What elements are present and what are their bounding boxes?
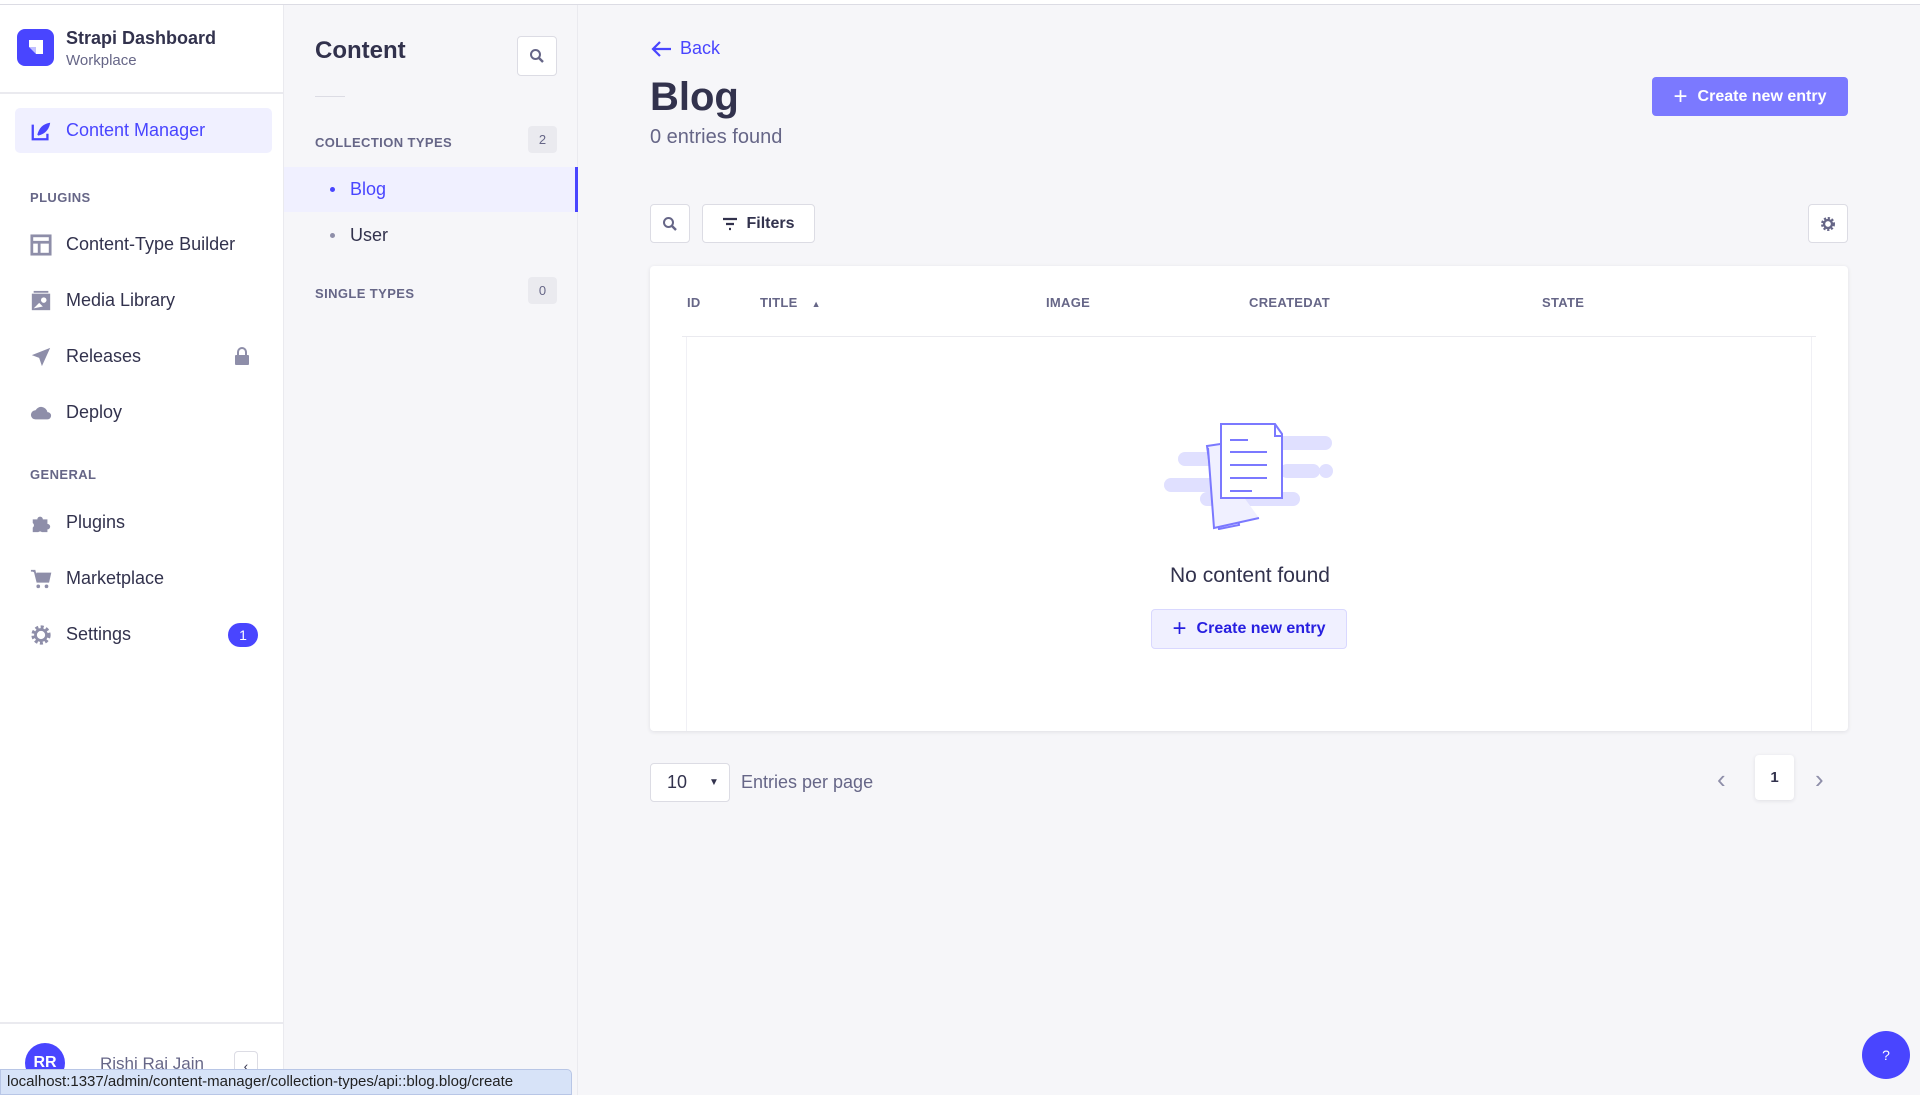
help-button[interactable]: ? [1862,1031,1910,1079]
arrow-left-icon [651,40,671,57]
app-title: Strapi Dashboard [66,28,217,48]
button-label: Create new entry [1196,620,1326,637]
nav-item-content-type-builder[interactable]: Content-Type Builder [15,222,272,267]
gear-icon [1821,216,1835,231]
divider [315,96,345,97]
collection-count: 2 [528,126,557,153]
panel-title: Content [315,37,406,64]
filters-button[interactable]: Filters [702,204,815,243]
nav-item-settings[interactable]: Settings 1 [15,612,272,657]
header-divider [682,336,1816,337]
column-header-image[interactable]: IMAGE [1046,295,1091,310]
collection-item-user[interactable]: User [284,213,578,258]
nav-item-label: Plugins [66,512,126,532]
cloud-icon [30,406,52,419]
empty-state [686,337,1812,731]
plus-icon: + [1673,82,1688,110]
column-header-id[interactable]: ID [687,295,701,310]
table-search-button[interactable] [650,204,690,243]
nav-item-deploy[interactable]: Deploy [15,390,272,435]
create-new-entry-button[interactable]: + Create new entry [1652,77,1848,116]
view-settings-button[interactable] [1808,204,1848,243]
nav-item-label: Content-Type Builder [66,234,236,254]
cart-icon [30,569,52,588]
button-label: Create new entry [1697,87,1827,105]
search-button[interactable] [517,36,557,76]
collection-item-blog[interactable]: Blog [284,167,578,212]
strapi-logo [17,29,54,66]
back-link[interactable]: Back [650,38,720,59]
back-label: Back [680,38,721,58]
column-header-createdat[interactable]: CREATEDAT [1249,295,1330,310]
bullet [330,187,335,192]
link-status-bar: localhost:1337/admin/content-manager/col… [0,1069,572,1095]
nav-item-label: Media Library [66,290,176,310]
divider [0,1022,284,1024]
column-header-state[interactable]: STATE [1542,295,1585,310]
lock-icon [235,347,249,365]
page-1-button[interactable]: 1 [1755,755,1794,800]
nav-item-marketplace[interactable]: Marketplace [15,556,272,601]
caret-down-icon: ▼ [709,777,719,788]
page-size-value: 10 [667,772,688,792]
single-types-heading: SINGLE TYPES [315,286,415,301]
empty-message: No content found [1170,564,1330,587]
top-border [0,0,1920,5]
entries-count: 0 entries found [650,126,783,148]
chevron-left-icon: ‹ [243,1058,249,1074]
column-header-title[interactable]: TITLE ▲ [760,295,821,310]
app-subtitle: Workplace [66,52,137,69]
button-label: Filters [746,214,795,232]
paper-plane-icon [31,347,51,366]
gear-icon [31,624,51,645]
nav-item-media-library[interactable]: Media Library [15,278,272,323]
nav-item-plugins[interactable]: Plugins [15,500,272,545]
nav-item-label: Settings [66,624,132,644]
item-label: Blog [350,179,387,199]
collection-types-heading: COLLECTION TYPES [315,135,453,150]
nav-item-label: Marketplace [66,568,165,588]
feather-icon [31,122,51,140]
layout-icon [30,233,52,256]
next-page-button[interactable]: › [1815,764,1824,795]
content-panel: Content COLLECTION TYPES 2 Blog User SIN… [284,5,578,1095]
chevron-left-icon: ‹ [1717,764,1726,794]
nav-item-label: Releases [66,346,142,366]
empty-documents-illustration [1164,423,1333,530]
plus-icon: + [1172,615,1187,642]
puzzle-icon [32,516,51,532]
nav-item-releases[interactable]: Releases [15,334,272,379]
divider [0,92,284,94]
entries-per-page-label: Entries per page [741,772,874,792]
nav-item-label: Content Manager [66,120,206,140]
general-heading: GENERAL [30,467,97,482]
plugins-heading: PLUGINS [30,190,91,205]
empty-create-entry-button[interactable]: + Create new entry [1151,609,1347,649]
column-label: TITLE [760,295,798,310]
chevron-right-icon: › [1815,764,1824,794]
page-size-select[interactable]: 10 ▼ [650,763,730,802]
item-label: User [350,225,389,245]
filter-icon [723,217,738,230]
nav-item-label: Deploy [66,402,123,422]
image-icon [31,290,51,310]
main-nav: Strapi Dashboard Workplace Content Manag… [0,5,284,1095]
notification-badge: 1 [228,623,258,647]
user-name[interactable]: Rishi Raj Jain [100,1054,204,1073]
nav-item-content-manager[interactable]: Content Manager [15,108,272,153]
page-title: Blog [650,75,739,119]
single-count: 0 [528,277,557,304]
bullet [330,233,335,238]
search-icon [530,49,544,63]
search-icon [663,216,677,231]
previous-page-button[interactable]: ‹ [1717,764,1726,795]
sort-asc-icon: ▲ [811,299,821,309]
